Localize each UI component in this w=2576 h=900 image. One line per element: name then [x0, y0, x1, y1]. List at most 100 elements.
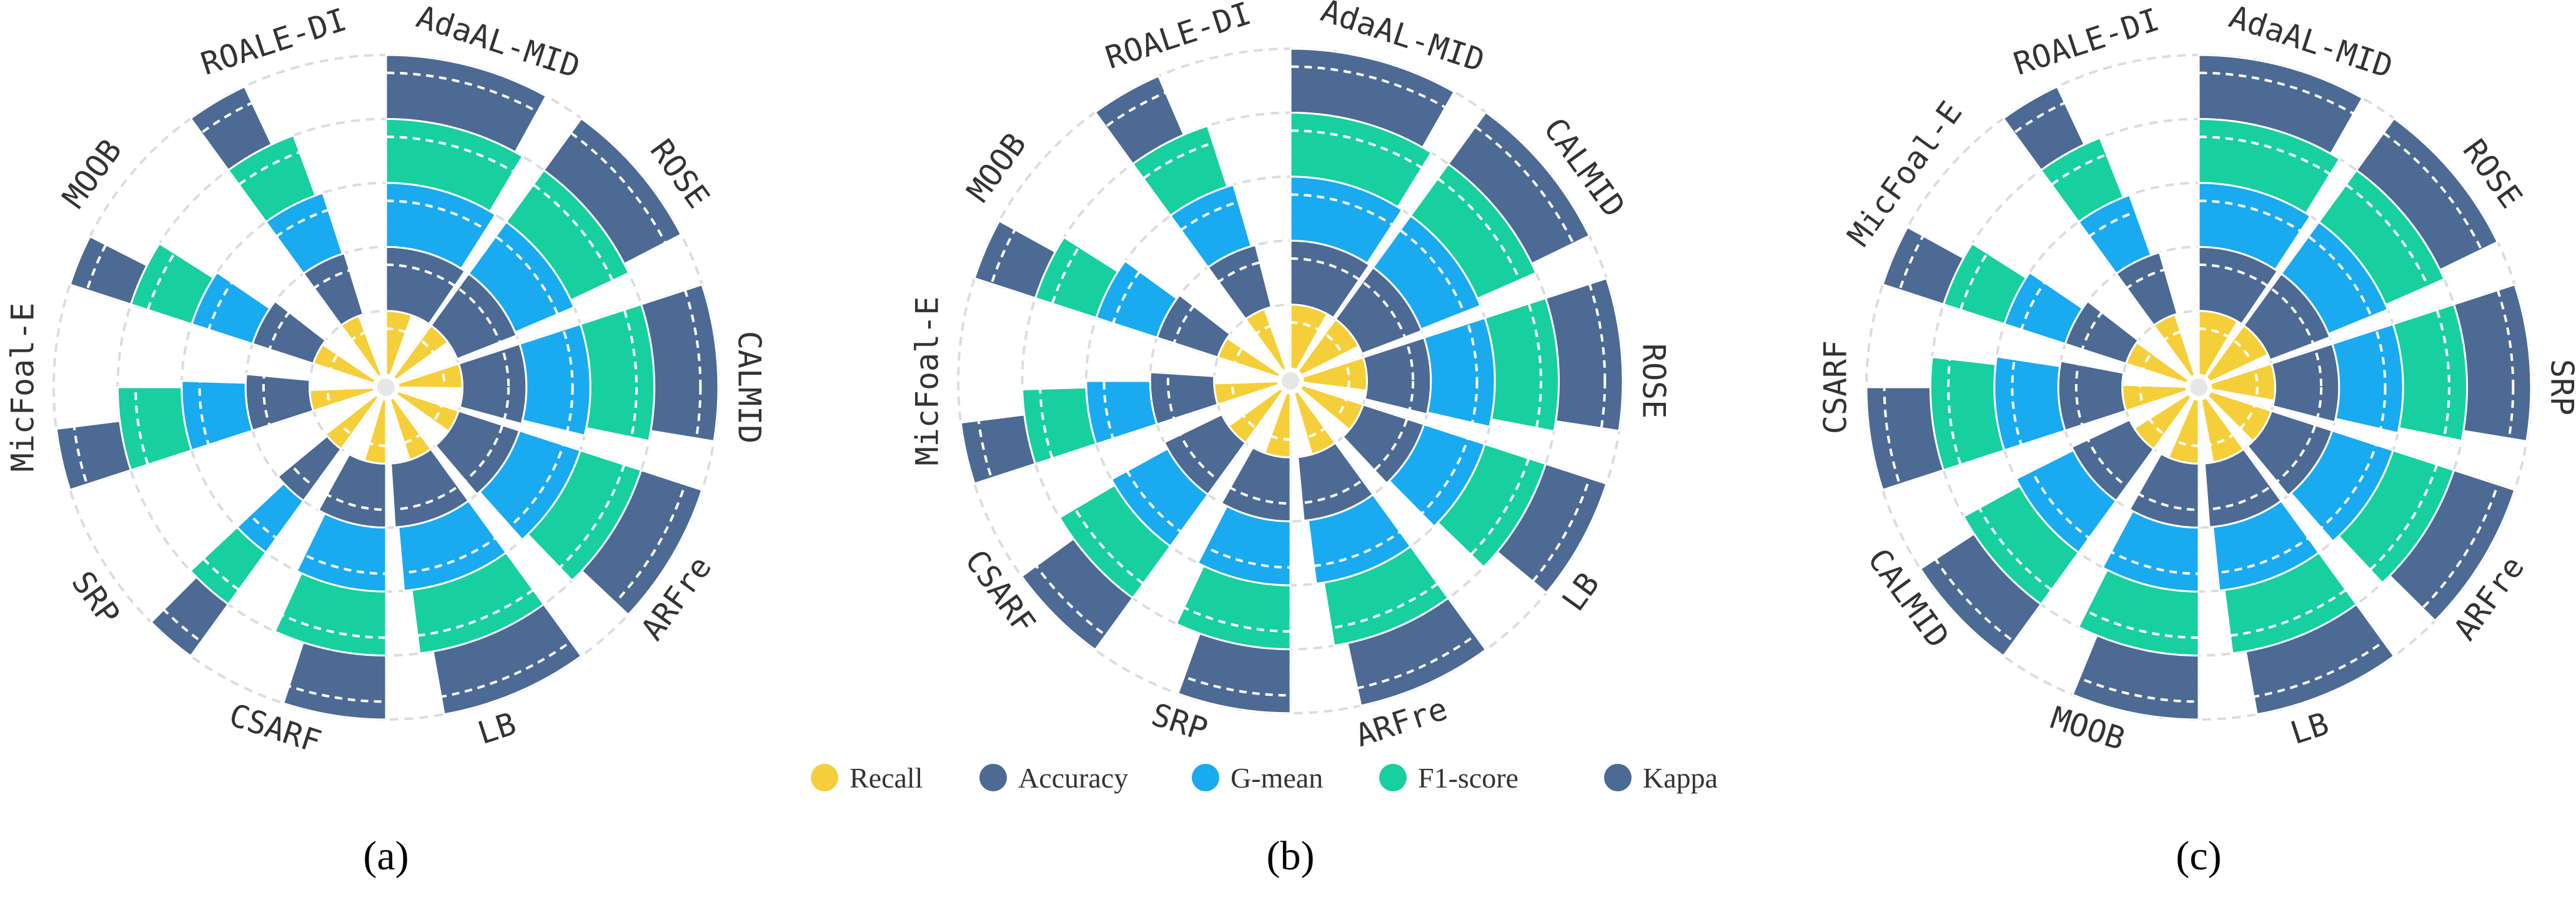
band-divider	[198, 199, 574, 575]
bar-kappa-roale-di	[189, 85, 274, 172]
bar-kappa-rose	[1544, 277, 1624, 432]
category-label: CSARF	[1818, 340, 1854, 435]
panel-label-b: (b)	[1267, 833, 1315, 879]
band-divider	[974, 65, 1607, 697]
center-hub	[375, 376, 397, 398]
bar-kappa-micfoal-e	[55, 420, 132, 492]
bar-kappa-rose	[2355, 117, 2499, 272]
bar-g-mean-rose	[1422, 316, 1496, 428]
band-divider	[1166, 257, 1415, 505]
band-divider	[2011, 199, 2387, 575]
category-label: ROALE-DI	[2009, 1, 2164, 82]
bars	[1865, 54, 2532, 721]
band-divider	[262, 263, 510, 512]
category-label: ROALE-DI	[1101, 0, 1256, 76]
category-label: MicFoal-E	[1840, 95, 1969, 253]
bar-kappa-lb	[432, 603, 583, 716]
bar-g-mean-micfoal-e	[1085, 380, 1159, 446]
category-label: SRP	[64, 565, 127, 631]
legend-swatch-g-mean	[1192, 764, 1219, 791]
bar-g-mean-srp	[2331, 322, 2404, 435]
band-divider	[2074, 263, 2323, 512]
legend-label: F1-score	[1418, 762, 1518, 794]
bar-kappa-adaal-mid	[2197, 54, 2364, 156]
band-divider	[1883, 71, 2515, 703]
bar-kappa-arfre	[2388, 468, 2516, 622]
category-label: LB	[473, 705, 520, 751]
category-label: ROALE-DI	[197, 1, 351, 82]
bar-f1-score-calmid	[579, 303, 656, 442]
legend-swatch-recall	[811, 764, 838, 791]
category-label: MicFoal-E	[909, 297, 946, 466]
bar-f1-score-micfoal-e	[1021, 386, 1097, 465]
band-divider	[1039, 129, 1542, 633]
center-hub	[2187, 376, 2210, 398]
band-divider	[326, 327, 446, 447]
legend-label: Recall	[850, 762, 923, 794]
category-label: CALMID	[731, 331, 768, 444]
band-divider	[2139, 327, 2259, 447]
bar-kappa-srp	[149, 575, 230, 658]
bar-g-mean-micfoal-e	[181, 380, 254, 452]
bar-kappa-arfre	[580, 468, 703, 616]
bar-kappa-rose	[542, 117, 683, 265]
legend-label: Accuracy	[1018, 762, 1128, 794]
bar-kappa-lb	[2244, 603, 2395, 716]
bar-accuracy-micfoal-e	[1149, 371, 1219, 426]
bar-kappa-calmid	[1919, 532, 2043, 658]
bar-kappa-micfoal-e	[959, 413, 1037, 485]
panel-label-a: (a)	[363, 833, 409, 879]
legend-label: Kappa	[1643, 762, 1718, 794]
bars	[55, 54, 720, 721]
band-divider	[1102, 193, 1479, 569]
category-label: SRP	[2544, 359, 2576, 415]
bar-accuracy-micfoal-e	[244, 373, 315, 432]
bar-kappa-csarf	[282, 641, 387, 721]
bar-kappa-csarf	[1020, 537, 1134, 651]
bar-kappa-calmid	[640, 283, 720, 443]
bar-g-mean-csarf	[1993, 355, 2067, 452]
bar-kappa-micfoal-e	[1881, 225, 1965, 306]
bar-kappa-roale-di	[1094, 74, 1186, 166]
category-label: SRP	[1147, 696, 1212, 748]
bar-accuracy-csarf	[2057, 360, 2128, 432]
panel-b: AdaAL-MIDCALMIDROSELBARFreSRPCSARFMicFoa…	[909, 0, 1672, 754]
bar-kappa-moob	[973, 219, 1057, 300]
bar-f1-score-rose	[1484, 297, 1560, 433]
bar-kappa-roale-di	[2002, 85, 2086, 172]
band-divider	[1947, 136, 2450, 639]
legend-swatch-f1-score	[1379, 764, 1407, 791]
category-label: LB	[1555, 566, 1607, 618]
category-label: MOOB	[960, 126, 1034, 209]
bar-g-mean-calmid	[518, 322, 592, 437]
bar-f1-score-srp	[2392, 303, 2469, 442]
bar-kappa-lb	[1495, 462, 1608, 595]
bar-f1-score-micfoal-e	[116, 386, 193, 472]
category-label: MOOB	[56, 132, 129, 215]
panel-a: AdaAL-MIDROSECALMIDARFreLBCSARFSRPMicFoa…	[5, 0, 768, 760]
bar-accuracy-calmid	[457, 342, 528, 425]
panel-label-c: (c)	[2176, 833, 2221, 879]
legend: Recall Accuracy G-mean F1-score Kappa	[811, 762, 1718, 794]
bar-f1-score-csarf	[1929, 355, 2006, 472]
bar-kappa-moob	[2071, 634, 2200, 721]
band-divider	[70, 71, 702, 703]
category-label: MicFoal-E	[5, 303, 41, 472]
category-label: LB	[2286, 705, 2333, 751]
bars	[959, 47, 1624, 715]
band-divider	[134, 136, 638, 639]
bar-kappa-calmid	[1447, 111, 1591, 265]
category-label: ROSE	[1636, 344, 1672, 418]
panel-c: AdaAL-MIDROSESRPARFreLBMOOBCALMIDCSARFMi…	[1818, 0, 2576, 758]
legend-label: G-mean	[1231, 762, 1323, 794]
bar-kappa-adaal-mid	[385, 54, 548, 154]
legend-swatch-kappa	[1604, 764, 1632, 791]
band-divider	[1231, 321, 1350, 441]
center-hub	[1279, 370, 1302, 392]
bar-kappa-arfre	[1346, 596, 1487, 707]
bar-kappa-srp	[1176, 632, 1292, 715]
bar-kappa-adaal-mid	[1289, 47, 1456, 149]
bar-kappa-srp	[2452, 283, 2532, 443]
legend-swatch-accuracy	[979, 764, 1007, 791]
